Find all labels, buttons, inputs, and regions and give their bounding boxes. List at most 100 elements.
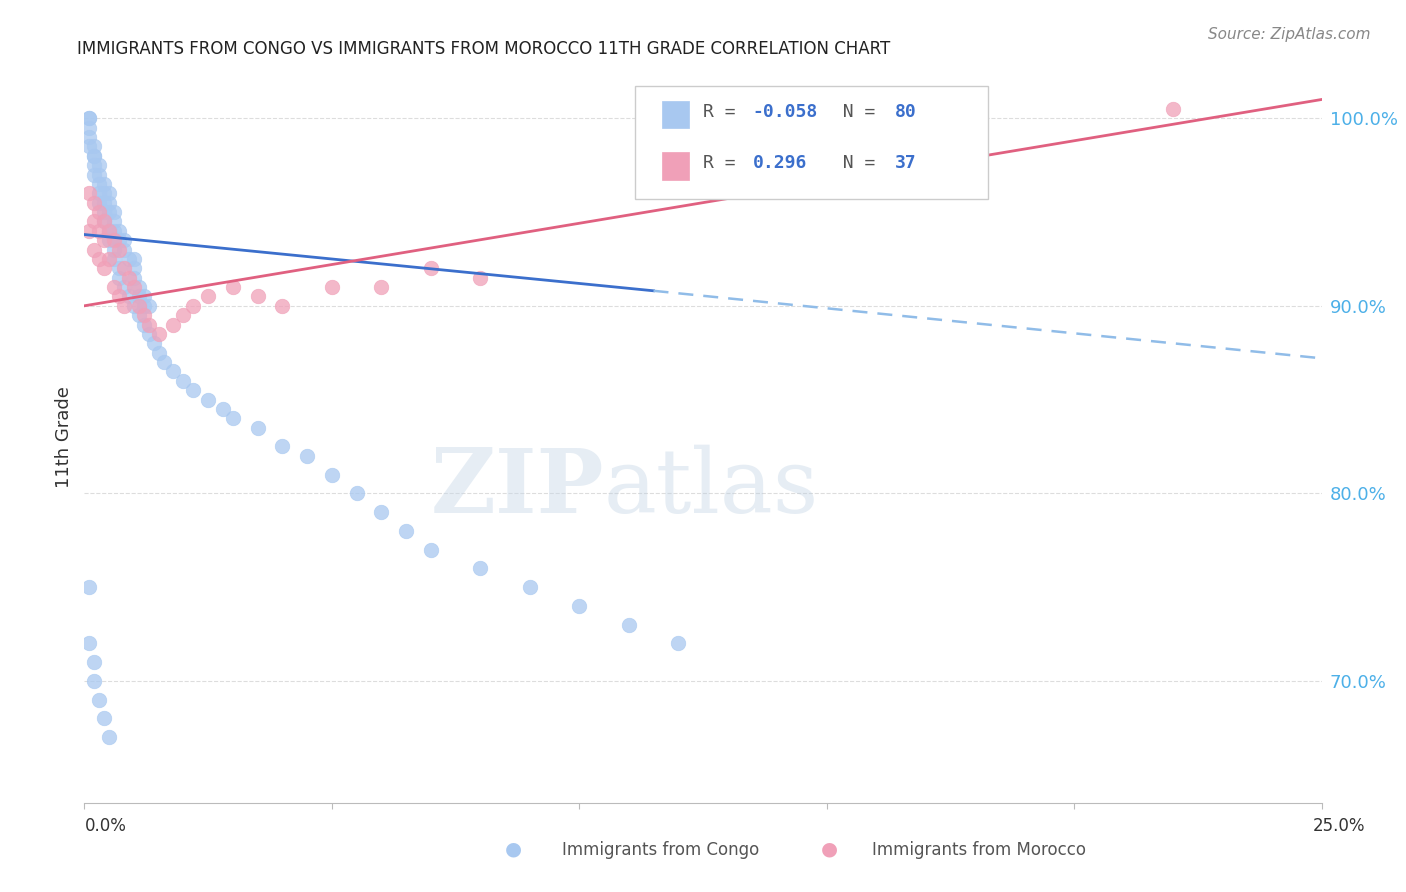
Point [83,139,105,153]
Point [112,261,135,276]
Point [118,252,141,266]
Point [79,636,101,650]
Point [132,299,155,313]
Point [93,214,115,228]
Point [271,299,294,313]
Point [132,289,155,303]
Point [83,673,105,688]
Point [103,252,125,266]
Point [83,195,105,210]
Point [112,233,135,247]
Point [128,280,150,294]
Point [419,542,441,557]
Point [519,580,541,594]
Point [118,270,141,285]
Point [79,186,101,201]
Point [321,280,343,294]
Point [83,149,105,163]
Point [568,599,591,613]
Point [197,289,219,303]
Point [172,308,194,322]
Point [108,233,131,247]
FancyBboxPatch shape [662,152,689,179]
Point [89,158,111,172]
Point [98,224,121,238]
Point [79,224,101,238]
Point [108,224,131,238]
Point [98,195,121,210]
Point [222,411,245,425]
FancyBboxPatch shape [636,86,987,200]
Point [103,224,125,238]
Point [79,120,101,135]
Point [246,420,269,434]
Point [138,299,160,313]
Point [395,524,418,538]
Point [162,318,184,332]
Point [103,233,125,247]
Point [370,280,392,294]
Point [128,289,150,303]
Point [295,449,318,463]
Point [132,318,155,332]
Point [181,299,204,313]
Text: ●: ● [821,839,838,858]
Text: Immigrants from Congo: Immigrants from Congo [562,840,759,858]
Point [83,158,105,172]
Point [346,486,368,500]
Point [222,280,245,294]
Point [83,149,105,163]
Point [271,440,294,454]
Text: 0.0%: 0.0% [84,817,127,835]
Text: Source: ZipAtlas.com: Source: ZipAtlas.com [1208,27,1371,42]
Point [470,561,492,575]
Point [79,580,101,594]
Point [108,289,131,303]
Point [103,205,125,219]
Point [122,270,145,285]
Point [93,195,115,210]
Point [93,177,115,191]
Point [128,299,150,313]
Point [118,289,141,303]
Point [83,243,105,257]
Point [89,177,111,191]
Point [148,326,170,341]
Point [83,214,105,228]
Point [152,355,174,369]
Point [108,243,131,257]
Point [93,233,115,247]
Point [89,692,111,706]
Point [142,336,165,351]
Point [419,261,441,276]
Point [93,261,115,276]
Y-axis label: 11th Grade: 11th Grade [55,386,73,488]
Point [617,617,640,632]
Point [79,112,101,126]
Point [98,252,121,266]
Point [172,374,194,388]
Point [98,233,121,247]
Text: 25.0%: 25.0% [1312,817,1365,835]
FancyBboxPatch shape [662,101,689,128]
Point [89,205,111,219]
Point [108,261,131,276]
Point [112,280,135,294]
Point [246,289,269,303]
Point [132,308,155,322]
Point [98,224,121,238]
Point [98,205,121,219]
Text: 37: 37 [894,153,917,172]
Point [89,195,111,210]
Point [93,205,115,219]
Point [79,139,101,153]
Point [321,467,343,482]
Text: atlas: atlas [605,444,820,532]
Text: -0.058: -0.058 [752,103,818,120]
Point [108,270,131,285]
Point [122,261,145,276]
Point [89,168,111,182]
Point [212,401,235,416]
Text: N =: N = [821,153,886,172]
Point [103,243,125,257]
